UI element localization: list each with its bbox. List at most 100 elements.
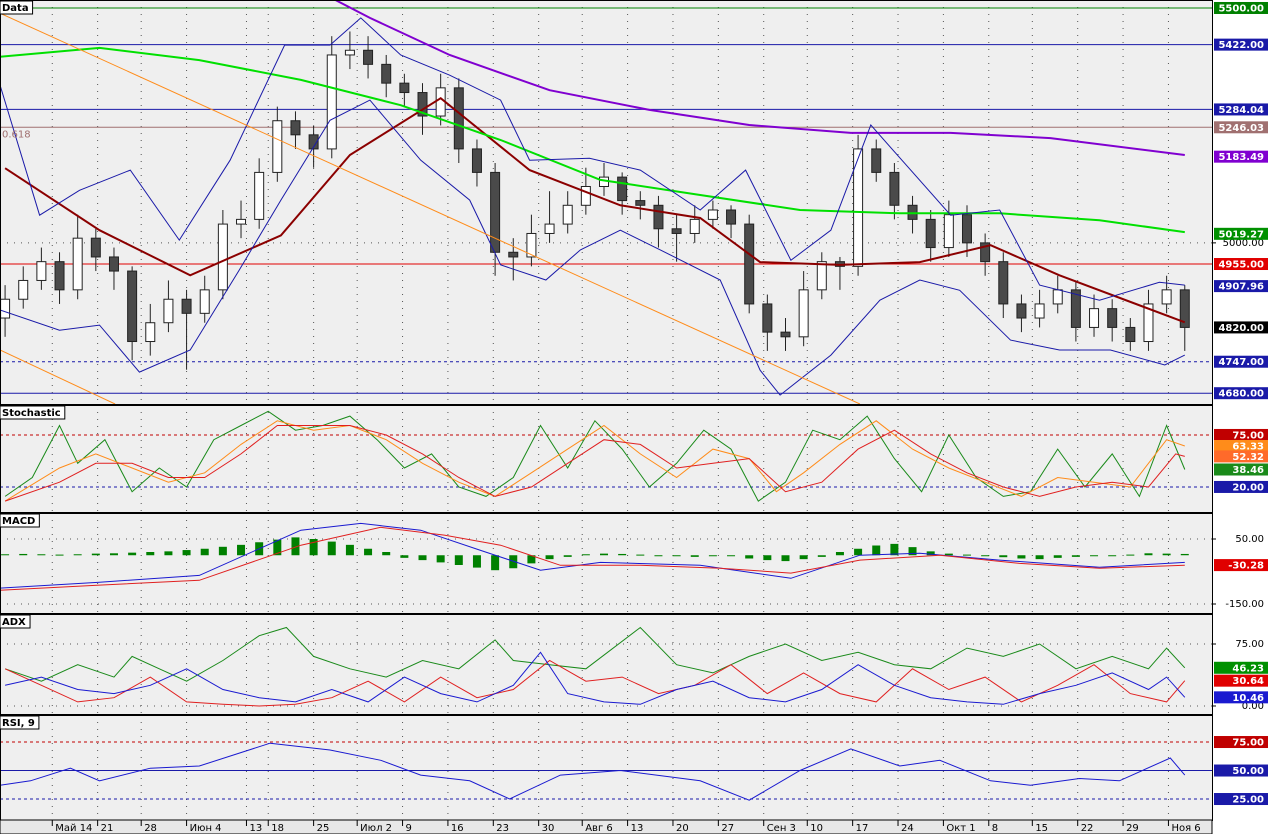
panel xyxy=(0,513,1212,613)
value-box xyxy=(1214,764,1268,777)
panel xyxy=(0,715,1212,820)
indicator-line xyxy=(0,742,1186,801)
x-tick-label: 29 xyxy=(1126,823,1139,834)
histogram-bar xyxy=(109,553,118,556)
value-box-label: 38.46 xyxy=(1232,465,1264,476)
value-box xyxy=(1214,793,1268,806)
value-box-label: 5019.27 xyxy=(1218,229,1264,240)
x-tick-label: 22 xyxy=(1081,823,1094,834)
candle-body xyxy=(54,261,65,291)
panel-bg xyxy=(0,715,1212,820)
value-box xyxy=(1214,480,1268,493)
panel-bg xyxy=(0,614,1212,714)
indicator-line xyxy=(334,0,1185,156)
value-box xyxy=(1214,387,1268,400)
histogram-bar xyxy=(545,555,554,560)
panel xyxy=(0,614,1212,714)
histogram-bar xyxy=(745,555,754,559)
candle-body xyxy=(181,298,192,314)
candle-body xyxy=(1016,303,1027,319)
histogram-bar xyxy=(472,555,481,568)
indicator-line xyxy=(0,349,116,404)
candle-body xyxy=(871,148,882,173)
x-tick-label: 13 xyxy=(631,823,644,834)
histogram-bar xyxy=(37,554,46,556)
histogram-bar xyxy=(509,555,518,569)
x-tick-label: Сен 3 xyxy=(767,823,796,834)
value-box-label: 30.64 xyxy=(1232,676,1264,687)
histogram-bar xyxy=(19,553,28,556)
histogram-bar xyxy=(636,554,645,556)
candle-body xyxy=(1089,308,1100,328)
y-tick-label: 0.00 xyxy=(1242,701,1264,712)
value-box xyxy=(1214,674,1268,687)
x-tick-label: Май 14 xyxy=(55,823,92,834)
value-box xyxy=(1214,227,1268,240)
title-box xyxy=(0,513,40,528)
histogram-bar xyxy=(1071,555,1080,557)
histogram-bar xyxy=(128,552,137,556)
candle-body xyxy=(544,223,555,234)
histogram-bar xyxy=(999,555,1008,558)
histogram-bar xyxy=(908,547,917,556)
histogram-bar xyxy=(600,553,609,556)
histogram-bar xyxy=(763,555,772,561)
histogram-bar xyxy=(872,545,881,556)
histogram-bar xyxy=(981,555,990,557)
candle-body xyxy=(381,63,392,84)
candle-body xyxy=(72,237,83,291)
x-tick-label: 17 xyxy=(856,823,869,834)
x-tick-label: Окт 1 xyxy=(946,823,975,834)
candle-body xyxy=(853,148,864,267)
histogram-bar xyxy=(817,555,826,557)
indicator-line xyxy=(4,651,1186,705)
histogram-bar xyxy=(1108,555,1117,557)
indicator-line xyxy=(4,410,1186,502)
histogram-bar xyxy=(327,541,336,556)
x-tick-label: 20 xyxy=(676,823,689,834)
candle-body xyxy=(744,223,755,305)
y-tick-label: 5000.00 xyxy=(1223,238,1264,249)
histogram-bar xyxy=(400,555,409,558)
indicator-line xyxy=(4,425,1185,502)
x-tick-label: 9 xyxy=(406,823,412,834)
value-box-label: 25.00 xyxy=(1232,795,1264,806)
x-tick-label: Авг 6 xyxy=(585,823,613,834)
candle-body xyxy=(1107,308,1118,328)
candle-body xyxy=(490,171,501,253)
candle-body xyxy=(199,289,210,314)
value-box xyxy=(1214,450,1268,463)
x-axis-bg xyxy=(0,819,1213,834)
histogram-bar xyxy=(273,539,282,556)
y-tick-label: 50.00 xyxy=(1235,534,1264,545)
panel-frame xyxy=(0,0,1213,405)
histogram-bar xyxy=(1126,554,1135,556)
value-box-label: 4907.96 xyxy=(1218,282,1264,293)
histogram-bar xyxy=(200,548,209,556)
candle-body xyxy=(399,82,410,94)
x-tick-label: 13 xyxy=(249,823,262,834)
histogram-bar xyxy=(1090,555,1099,557)
candle-body xyxy=(635,200,646,206)
value-box-label: 4955.00 xyxy=(1218,260,1264,271)
candle-body xyxy=(308,134,319,150)
value-box-label: 4820.00 xyxy=(1218,323,1264,334)
panel-frame xyxy=(0,513,1213,614)
value-box-label: 5284.04 xyxy=(1218,105,1264,116)
candle-body xyxy=(363,49,374,65)
value-box xyxy=(1214,428,1268,441)
value-box xyxy=(1214,103,1268,116)
x-tick-label: 27 xyxy=(721,823,734,834)
candle-body xyxy=(707,209,718,220)
candle-body xyxy=(925,218,936,249)
candle-body xyxy=(326,54,337,150)
histogram-bar xyxy=(491,555,500,571)
histogram-bar xyxy=(454,555,463,565)
panel-title: RSI, 9 xyxy=(2,718,35,729)
histogram-bar xyxy=(835,551,844,556)
histogram-bar xyxy=(364,548,373,556)
candle-body xyxy=(526,232,537,258)
candle-body xyxy=(1125,326,1136,343)
histogram-bar xyxy=(1162,553,1171,556)
candle-body xyxy=(1052,289,1063,305)
